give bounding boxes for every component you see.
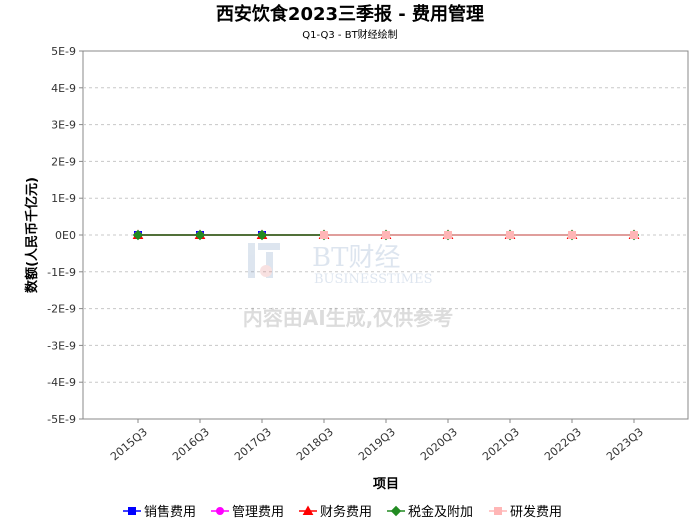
y-tick-label: -1E-9 [47,266,76,279]
chart-subtitle: Q1-Q3 - BT财经绘制 [302,28,397,41]
x-tick-label: 2016Q3 [170,425,212,463]
legend-label: 财务费用 [320,504,372,520]
legend-label: 研发费用 [510,504,562,520]
watermark-brand: BT财经 [312,243,400,273]
y-tick-label: 5E-9 [51,45,76,58]
legend-item: 管理费用 [211,505,284,520]
bt-logo-icon [248,243,280,278]
legend-item: 财务费用 [299,504,372,520]
legend-label: 管理费用 [232,505,284,520]
legend-marker [494,507,502,515]
legend-item: 销售费用 [123,504,196,520]
legend-marker [216,507,224,515]
y-tick-label: -2E-9 [47,303,76,316]
legend-marker [128,507,136,515]
data-point [256,229,268,241]
data-point [444,231,452,239]
y-tick-label: 1E-9 [51,192,76,205]
data-point [506,231,514,239]
legend-label: 销售费用 [144,504,196,520]
y-tick-label: 0E0 [55,229,76,242]
y-tick-label: 2E-9 [51,155,76,168]
y-tick-label: -5E-9 [47,413,76,426]
legend: 销售费用 管理费用 财务费用 税金及附加 研发费用 [123,504,562,520]
data-point [568,231,576,239]
legend-label: 税金及附加 [408,504,473,520]
y-tick-label: -3E-9 [47,339,76,352]
data-point [382,231,390,239]
legend-marker [302,505,314,515]
x-tick-label: 2015Q3 [108,425,150,463]
y-tick-label: -4E-9 [47,376,76,389]
series-研发费用 [320,231,638,239]
x-axis-ticks: 2015Q3 2016Q3 2017Q3 2018Q3 2019Q3 2020Q3 2021… [108,419,646,463]
y-tick-label: 3E-9 [51,119,76,132]
y-tick-label: 4E-9 [51,82,76,95]
watermark-brand-en: BUSINESSTIMES [314,272,433,287]
gridlines [83,87,688,383]
x-axis-label: 项目 [373,477,399,492]
x-tick-label: 2022Q3 [542,425,584,463]
legend-marker [390,505,402,517]
watermark: BT财经 BUSINESSTIMES 内容由AI生成,仅供参考 [243,243,454,330]
watermark-notice: 内容由AI生成,仅供参考 [243,306,454,330]
x-tick-label: 2017Q3 [232,425,274,463]
chart-title: 西安饮食2023三季报 - 费用管理 [216,3,484,25]
data-point [194,229,206,241]
x-tick-label: 2020Q3 [418,425,460,463]
y-axis-ticks: 5E-9 4E-9 3E-9 2E-9 1E-9 0E0 -1E-9 -2E-9 -3E-9 -4… [47,45,83,426]
y-axis-label: 数额(人民币千亿元) [24,177,40,293]
legend-item: 研发费用 [489,504,562,520]
series-group [132,229,640,241]
data-point [320,231,328,239]
data-point [132,229,144,241]
x-tick-label: 2023Q3 [604,425,646,463]
x-tick-label: 2019Q3 [356,425,398,463]
legend-item: 税金及附加 [387,504,473,520]
data-point [630,231,638,239]
x-tick-label: 2021Q3 [480,425,522,463]
x-tick-label: 2018Q3 [294,425,336,463]
